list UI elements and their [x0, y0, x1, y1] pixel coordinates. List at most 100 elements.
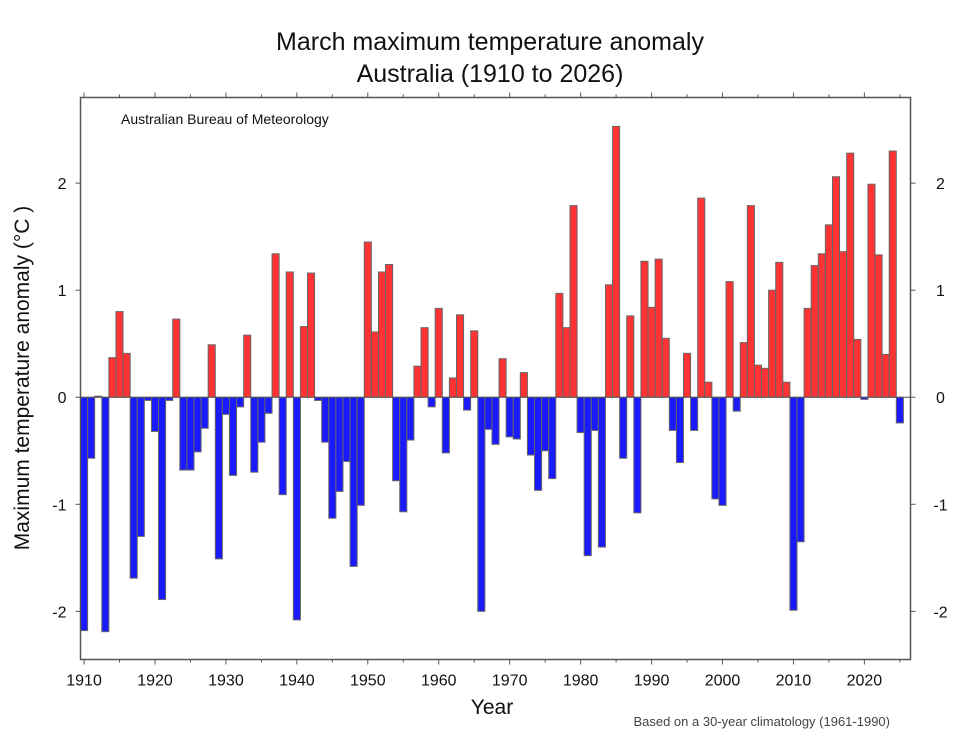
bar-1991: [654, 258, 663, 398]
x-tick-label-1970: 1970: [492, 673, 528, 690]
chart-subtitle: Australia (1910 to 2026): [357, 60, 624, 88]
bar-1959: [427, 396, 436, 408]
bar-1958: [420, 327, 429, 398]
bar-1973: [526, 396, 536, 456]
bar-1966: [477, 396, 486, 612]
bar-1940: [292, 396, 301, 621]
bar-1956: [406, 396, 415, 441]
bar-2013: [810, 265, 819, 398]
bar-1986: [619, 396, 628, 459]
x-tick-label-1990: 1990: [634, 673, 670, 690]
y-tick-label-right-1: 1: [936, 283, 945, 300]
y-axis-label: Maximum temperature anomaly (°C ): [11, 206, 34, 551]
bar-1920: [150, 396, 160, 432]
bar-1985: [612, 125, 621, 398]
bar-1914: [108, 357, 117, 398]
bar-1948: [349, 396, 358, 567]
bar-1993: [668, 396, 677, 431]
bar-1946: [335, 396, 344, 492]
x-tick-label-1980: 1980: [563, 673, 599, 690]
bar-1934: [250, 396, 259, 473]
bar-1911: [87, 396, 96, 459]
bar-1938: [278, 396, 287, 496]
bar-1939: [285, 271, 294, 398]
bar-2025: [895, 396, 904, 424]
x-tick-label-1920: 1920: [137, 673, 173, 690]
y-tick-label-right--1: -1: [933, 497, 947, 514]
bar-1949: [356, 396, 365, 506]
bar-1980: [576, 396, 585, 434]
bar-1913: [101, 396, 110, 633]
bar-1972: [519, 372, 528, 398]
bar-1947: [342, 396, 351, 462]
x-ticks-group: 1910 1920 1930 1940 1950 1960 1970 1980 1990 2000…: [66, 92, 901, 690]
x-tick-label-1940: 1940: [279, 673, 315, 690]
bar-1950: [363, 241, 372, 398]
bar-2016: [831, 176, 841, 398]
bar-1933: [243, 334, 252, 398]
bar-2004: [746, 205, 755, 398]
bar-1930: [221, 396, 230, 415]
bar-1984: [604, 284, 614, 398]
bar-1957: [413, 365, 422, 398]
bar-1945: [328, 396, 337, 519]
bar-1931: [228, 396, 238, 476]
bar-1976: [548, 396, 557, 480]
bar-1983: [597, 396, 606, 548]
bar-2015: [824, 224, 833, 398]
x-tick-label-1910: 1910: [66, 673, 102, 690]
bar-2023: [881, 353, 890, 398]
x-tick-label-2020: 2020: [847, 673, 883, 690]
footnote: Based on a 30-year climatology (1961-199…: [633, 714, 890, 729]
bar-1951: [370, 331, 379, 398]
y-tick-label-right-2: 2: [936, 176, 945, 193]
y-tick-label-left--1: -1: [52, 497, 66, 514]
y-tick-label-left-2: 2: [58, 176, 67, 193]
x-tick-label-1930: 1930: [208, 673, 244, 690]
bar-2001: [725, 281, 734, 398]
bar-1953: [385, 263, 394, 398]
bar-1997: [697, 197, 706, 398]
bar-1910: [80, 396, 89, 632]
bar-1955: [399, 396, 408, 513]
bar-1942: [307, 272, 316, 398]
bar-1992: [661, 337, 670, 398]
x-tick-label-2000: 2000: [705, 673, 741, 690]
bar-2007: [768, 289, 777, 398]
y-tick-label-left--2: -2: [52, 604, 66, 621]
bar-2002: [732, 396, 741, 412]
bar-1989: [640, 260, 649, 398]
x-axis-label: Year: [471, 696, 513, 719]
bar-1936: [264, 396, 273, 414]
bar-1994: [675, 396, 684, 464]
plot-frame: [79, 96, 912, 661]
bar-1915: [115, 311, 124, 398]
bar-1999: [711, 396, 720, 500]
bar-1925: [186, 396, 195, 471]
bar-2021: [867, 183, 876, 398]
bar-1982: [590, 396, 599, 431]
bar-1927: [200, 396, 209, 429]
bar-1979: [569, 205, 578, 398]
bar-2003: [739, 342, 748, 398]
bar-1988: [633, 396, 642, 514]
bar-2006: [761, 367, 770, 398]
bar-1969: [498, 358, 507, 398]
chart-title: March maximum temperature anomaly: [276, 28, 704, 56]
bar-1990: [647, 306, 656, 398]
bar-2017: [839, 251, 848, 398]
bar-1918: [136, 396, 145, 537]
bar-1917: [129, 396, 138, 579]
bar-2005: [753, 364, 763, 398]
x-tick-label-1950: 1950: [350, 673, 386, 690]
bar-1924: [179, 396, 188, 471]
bar-2022: [874, 254, 883, 398]
y-tick-label-left-0: 0: [58, 390, 67, 407]
bar-1974: [534, 396, 543, 491]
bar-1967: [484, 396, 493, 430]
bar-1963: [455, 314, 465, 398]
bar-1978: [562, 327, 571, 398]
bar-1928: [207, 344, 216, 398]
credit-label: Australian Bureau of Meteorology: [121, 111, 329, 127]
